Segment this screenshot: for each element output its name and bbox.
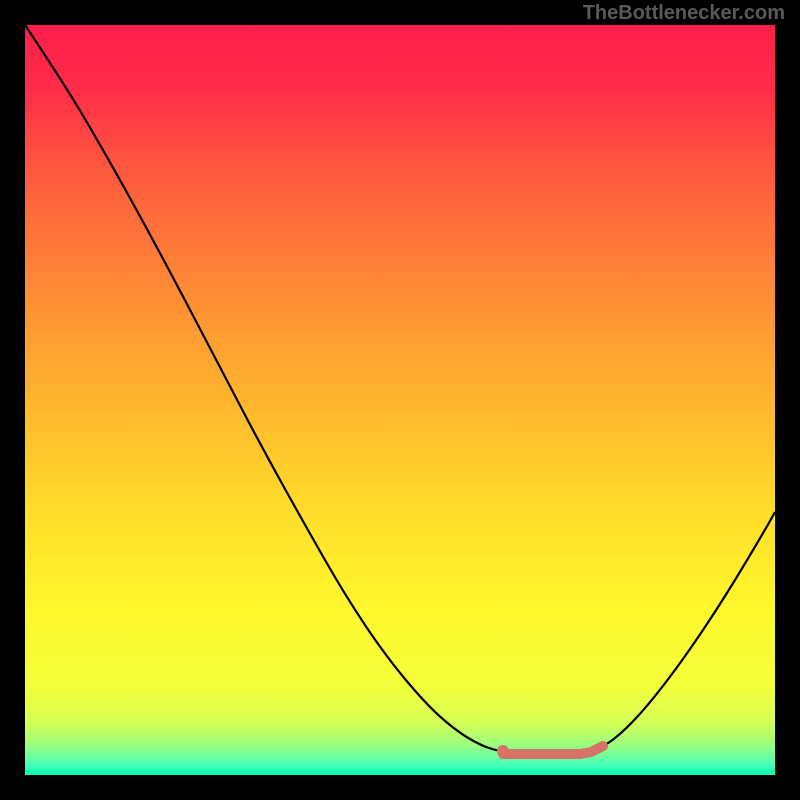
optimal-segment xyxy=(503,746,603,754)
plot-area xyxy=(25,25,775,775)
curve-layer xyxy=(25,25,775,775)
chart-container: TheBottlenecker.com xyxy=(0,0,800,800)
bottleneck-curve xyxy=(25,25,775,752)
current-point-marker xyxy=(497,745,509,757)
watermark-text: TheBottlenecker.com xyxy=(583,2,785,25)
